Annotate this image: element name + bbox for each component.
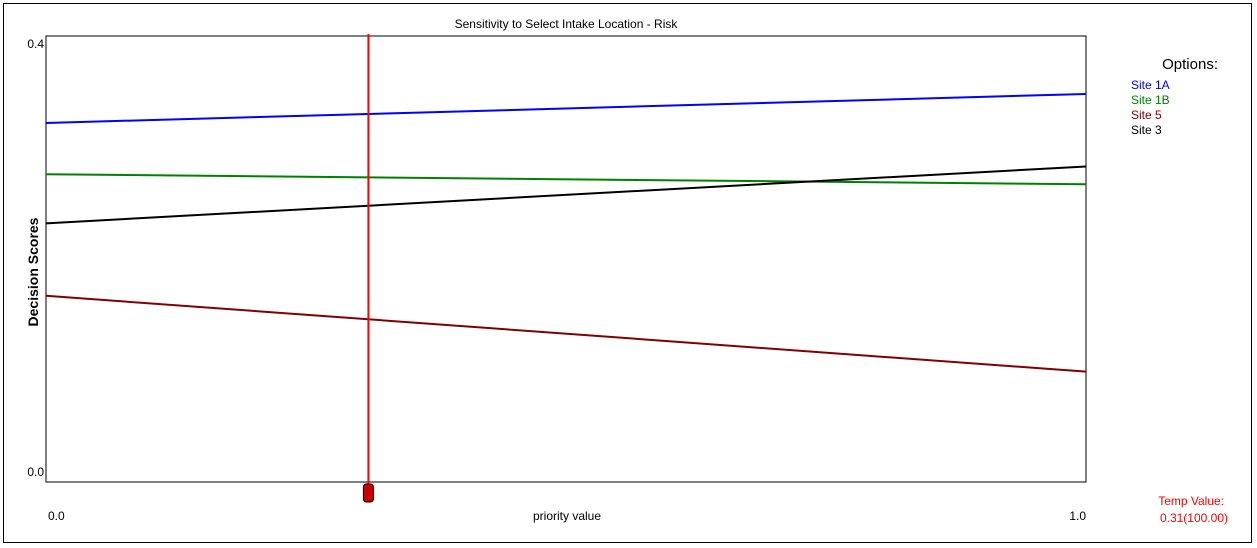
temp-value-label: Temp Value: [1158, 494, 1224, 508]
legend-item-site-5: Site 5 [1131, 108, 1162, 122]
plot-area [45, 35, 1087, 483]
y-tick-label: 0.4 [27, 37, 44, 51]
legend-item-site-1b: Site 1B [1131, 93, 1170, 107]
chart-title: Sensitivity to Select Intake Location - … [455, 17, 679, 31]
series-line-site-3 [45, 165, 1087, 225]
y-axis-label: Decision Scores [25, 217, 41, 326]
x-tick-label: 0.0 [48, 509, 65, 523]
y-tick-label: 0.0 [27, 465, 44, 479]
legend-item-site-1a: Site 1A [1131, 78, 1170, 92]
sensitivity-marker-handle[interactable] [362, 483, 374, 503]
series-line-site-5 [45, 294, 1087, 373]
legend-item-site-3: Site 3 [1131, 123, 1162, 137]
series-line-site-1b [45, 173, 1087, 186]
legend-title: Options: [1162, 56, 1218, 73]
series-line-site-1a [45, 92, 1087, 124]
temp-value-value: 0.31(100.00) [1160, 511, 1228, 525]
x-tick-label: 1.0 [1069, 509, 1086, 523]
x-axis-label: priority value [533, 509, 601, 523]
